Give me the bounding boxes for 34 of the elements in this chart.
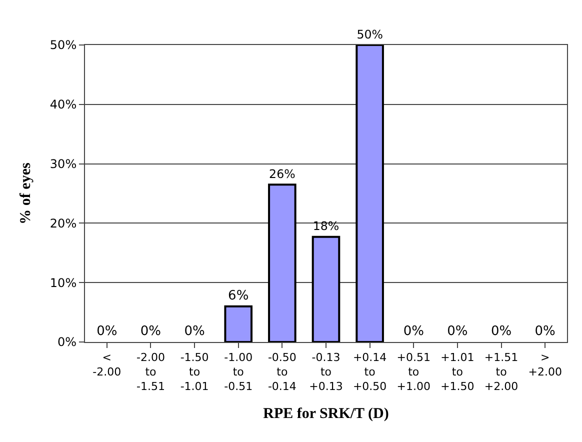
y-axis-title: % of eyes [18,162,34,224]
y-tick-label: 0% [58,335,77,350]
y-tick-label: 20% [50,216,77,230]
bar [356,45,384,342]
data-label: 50% [356,27,383,42]
x-tick-label: -2.00 to -1.51 [136,351,165,393]
data-label: 6% [228,288,249,304]
y-tick-label: 50% [50,38,77,52]
data-label: 0% [96,324,118,339]
x-tick-label: -1.00 to -0.51 [224,351,253,393]
bar [224,305,253,342]
data-label: 26% [269,166,296,181]
x-tick-label: < -2.00 [92,351,122,378]
data-label: 0% [140,324,162,339]
y-tick-label: 10% [50,276,77,290]
x-tick-label: +1.51 to +2.00 [484,351,518,393]
data-label: 0% [534,324,556,339]
x-tick-label: -0.50 to -0.14 [268,351,296,393]
data-label: 18% [312,219,340,234]
data-label: 0% [490,324,512,339]
bar [268,184,296,342]
x-tick-label: -1.50 to -1.01 [180,351,209,393]
data-label: 0% [403,324,424,339]
data-label: 0% [447,324,468,339]
x-tick-label: -0.13 to +0.13 [309,351,343,393]
x-tick-label: +0.14 to +0.50 [352,351,387,393]
x-axis-title: RPE for SRK/T (D) [263,406,389,422]
bar [312,236,340,342]
x-tick-label: +0.51 to +1.00 [396,351,430,393]
x-tick-label: > +2.00 [528,351,562,378]
y-tick-label: 40% [50,98,77,112]
data-label: 0% [184,324,205,339]
y-tick-label: 30% [50,157,77,171]
x-tick-label: +1.01 to +1.50 [440,351,474,393]
